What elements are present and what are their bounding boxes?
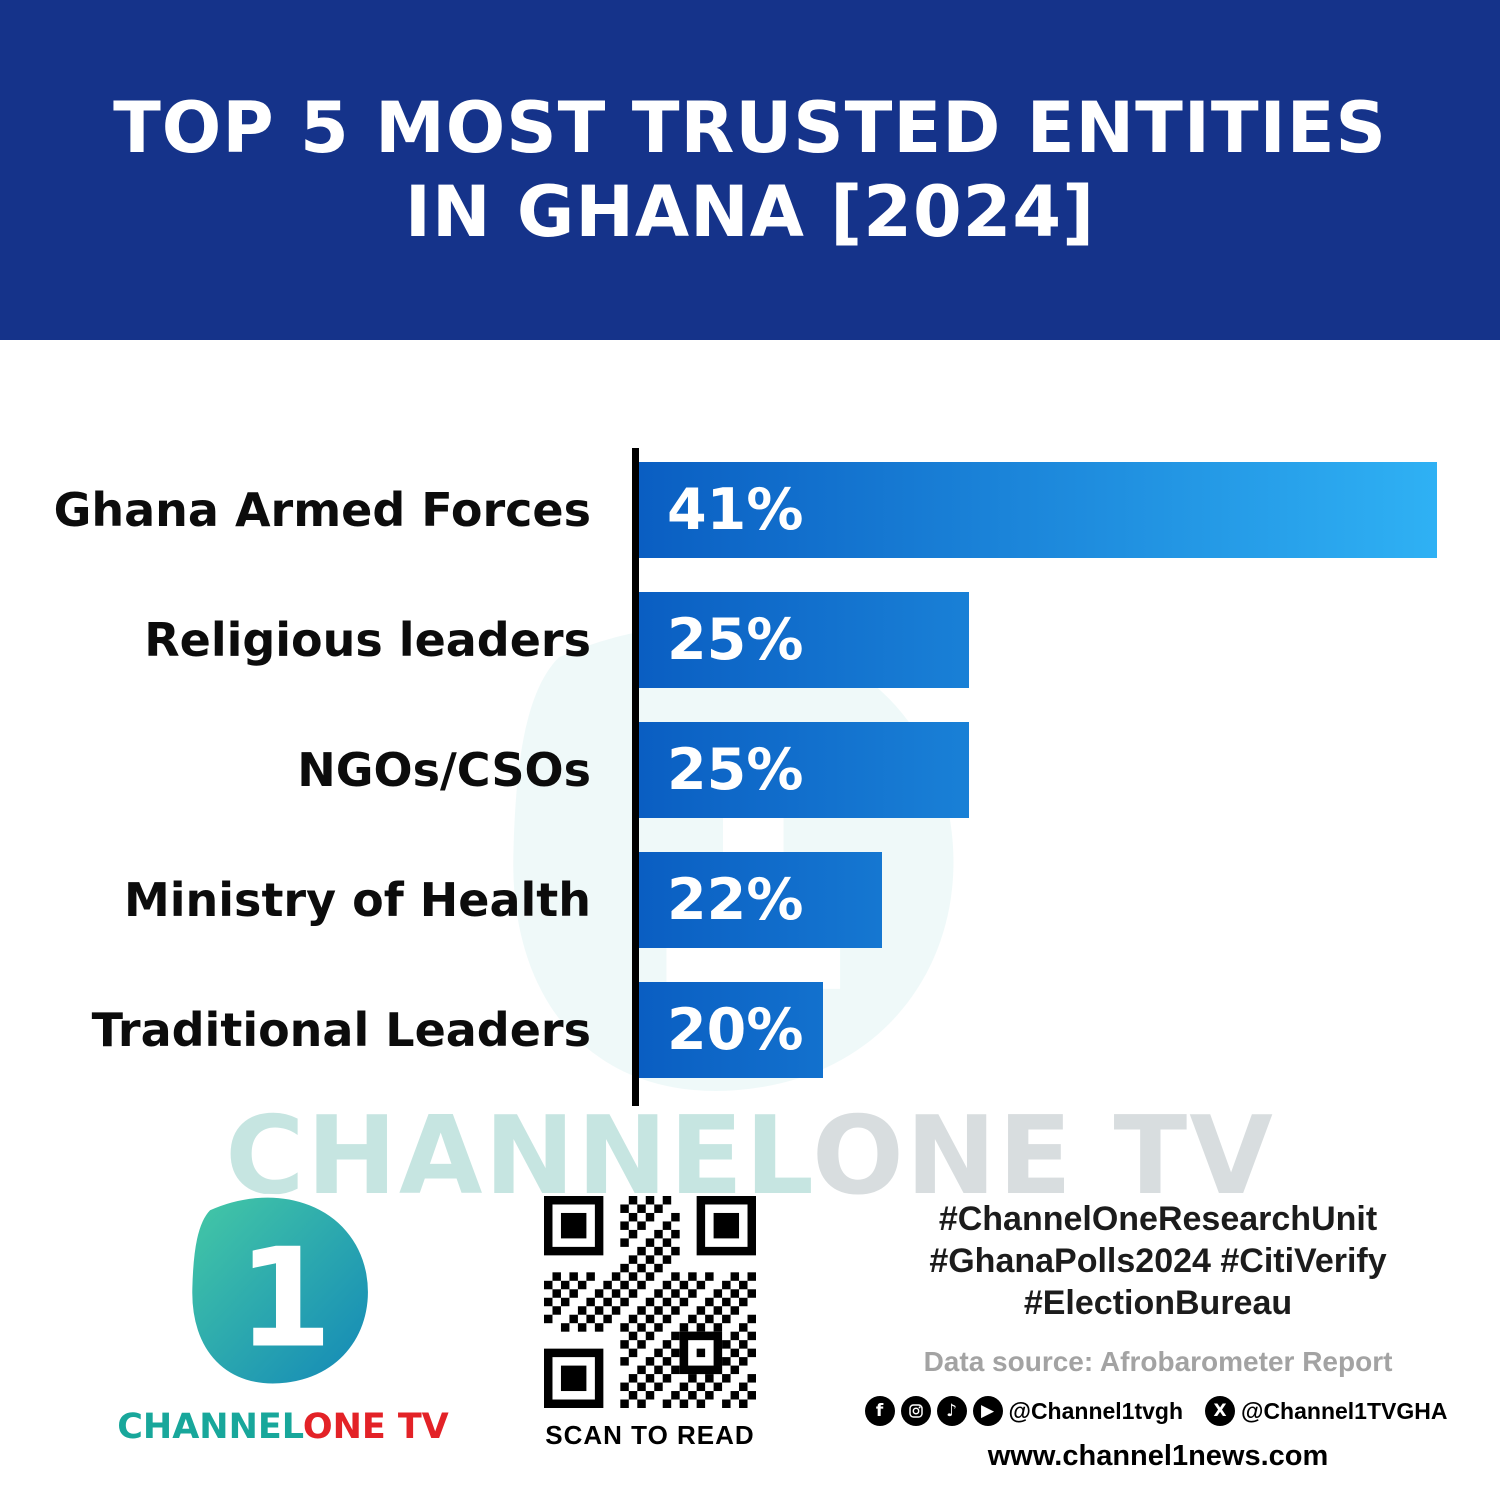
wordmark-tv: TV	[397, 1407, 449, 1447]
bar-value: 25%	[667, 607, 804, 673]
title-line-1: TOP 5 MOST TRUSTED ENTITIES	[113, 87, 1387, 169]
channel-one-logo: 1 CHANNELONE TV	[116, 1184, 450, 1447]
page-title: TOP 5 MOST TRUSTED ENTITIES IN GHANA [20…	[113, 86, 1387, 254]
bar: 25%	[639, 722, 970, 818]
qr-caption: SCAN TO READ	[545, 1420, 755, 1450]
bar-row: Religious leaders 25%	[0, 592, 1437, 688]
header-banner: TOP 5 MOST TRUSTED ENTITIES IN GHANA [20…	[0, 0, 1500, 340]
x-twitter-icon: X	[1205, 1396, 1236, 1427]
bar-area: 25%	[639, 592, 1437, 688]
bar-label: Ministry of Health	[124, 873, 591, 927]
bar: 22%	[639, 852, 882, 948]
social-handle-x: @Channel1TVGHA	[1241, 1397, 1448, 1424]
qr-block: SCAN TO READ	[538, 1196, 762, 1451]
bar-value: 22%	[667, 867, 804, 933]
bar-row: Ghana Armed Forces 41%	[0, 462, 1437, 558]
social-handle-main: @Channel1tvgh	[1008, 1397, 1184, 1424]
tiktok-icon: ♪	[936, 1396, 967, 1427]
logo-numeral: 1	[237, 1220, 332, 1379]
wordmark-one: ONE	[302, 1407, 386, 1447]
instagram-icon	[900, 1396, 931, 1427]
bar-chart: Ghana Armed Forces 41% Religious leaders 25…	[0, 462, 1437, 1112]
hashtags: #ChannelOneResearchUnit #GhanaPolls2024 …	[856, 1198, 1460, 1324]
website-url: www.channel1news.com	[987, 1440, 1329, 1473]
bar-value: 41%	[667, 477, 804, 543]
bar-area: 25%	[639, 722, 1437, 818]
bar-label: Religious leaders	[144, 613, 591, 667]
bar-area: 41%	[639, 462, 1437, 558]
social-row: f ♪ ▶ @Channel1tvgh X @Channel1TVGHA	[856, 1396, 1460, 1427]
chart-axis-line	[632, 448, 639, 1106]
bar-value: 20%	[667, 997, 804, 1063]
bar: 25%	[639, 592, 970, 688]
footer-info: #ChannelOneResearchUnit #GhanaPolls2024 …	[856, 1198, 1460, 1473]
bar-area: 22%	[639, 852, 1437, 948]
facebook-icon: f	[864, 1396, 895, 1427]
bar-label: Ghana Armed Forces	[53, 483, 591, 537]
hashtag-line: #ElectionBureau	[1023, 1284, 1293, 1323]
hashtag-line: #ChannelOneResearchUnit	[938, 1200, 1378, 1238]
bar-value: 25%	[667, 737, 804, 803]
watermark-part2: ONE TV	[811, 1094, 1275, 1219]
youtube-icon: ▶	[972, 1396, 1003, 1427]
data-source: Data source: Afrobarometer Report	[923, 1346, 1393, 1378]
bar-label: NGOs/CSOs	[297, 743, 591, 797]
bar-rows: Ghana Armed Forces 41% Religious leaders 25…	[0, 462, 1437, 1078]
bar: 41%	[639, 462, 1437, 558]
bar-area: 20%	[639, 982, 1437, 1078]
title-line-2: IN GHANA [2024]	[404, 171, 1096, 253]
wordmark-channel: CHANNEL	[117, 1407, 303, 1447]
hashtag-line: #GhanaPolls2024 #CitiVerify	[929, 1242, 1387, 1281]
qr-code	[544, 1196, 756, 1408]
bar: 20%	[639, 982, 824, 1078]
logo-wordmark: CHANNELONE TV	[116, 1407, 450, 1447]
bar-label: Traditional Leaders	[91, 1003, 591, 1057]
bar-row: NGOs/CSOs 25%	[0, 722, 1437, 818]
bar-row: Ministry of Health 22%	[0, 852, 1437, 948]
bar-row: Traditional Leaders 20%	[0, 982, 1437, 1078]
channel-one-logo-icon: 1	[188, 1194, 372, 1388]
